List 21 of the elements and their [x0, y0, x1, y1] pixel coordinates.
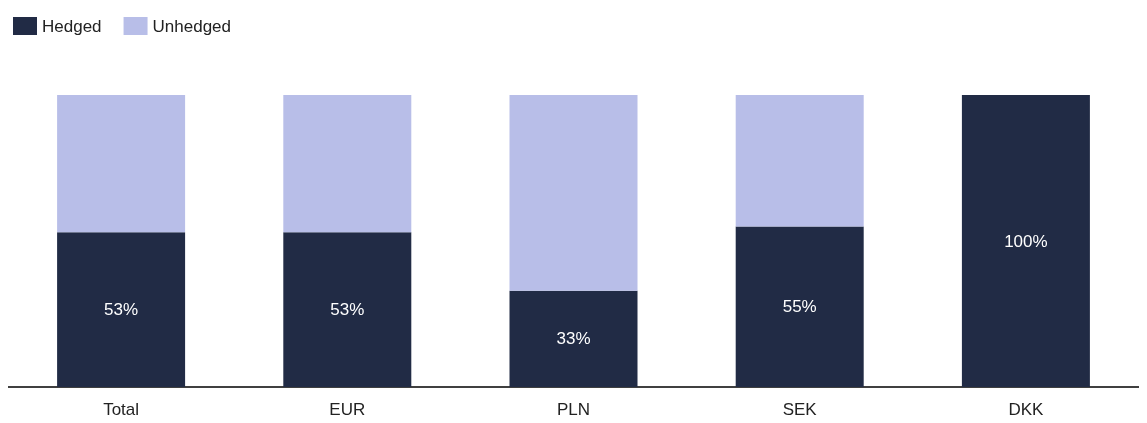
bar: [283, 232, 412, 387]
x-tick-label: EUR: [329, 400, 366, 419]
legend-label: Hedged: [42, 16, 102, 36]
x-tick-label: Total: [103, 400, 140, 419]
x-tick-label: SEK: [782, 400, 818, 419]
data-label: 100%: [1004, 231, 1048, 251]
bar: [735, 226, 864, 387]
bar: [961, 95, 1090, 387]
bar: [509, 290, 638, 387]
bar: [57, 232, 186, 387]
data-label: 53%: [330, 300, 365, 320]
x-tick-label: DKK: [1008, 400, 1045, 419]
data-label: 53%: [104, 300, 139, 320]
data-label: 33%: [556, 329, 591, 349]
data-label: 55%: [782, 297, 817, 317]
bar: [57, 95, 186, 233]
legend-label: Unhedged: [152, 16, 232, 36]
bar: [735, 95, 864, 227]
x-tick-label: PLN: [556, 400, 591, 419]
bar: [283, 95, 412, 233]
bar: [509, 95, 638, 291]
